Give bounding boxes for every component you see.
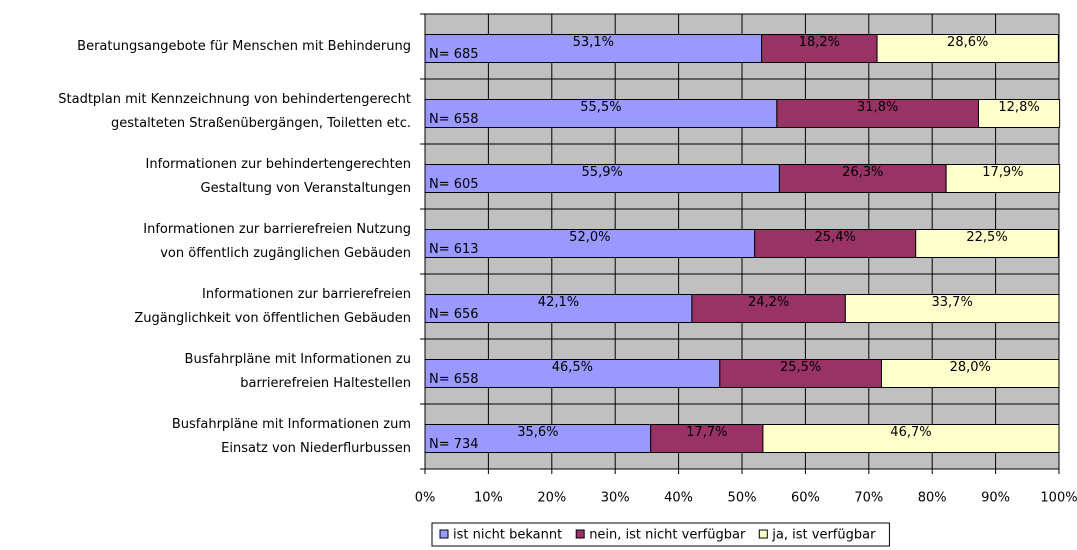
value-label: 53,1%: [573, 35, 614, 50]
legend-swatch: [439, 529, 449, 539]
value-label: 42,1%: [538, 295, 579, 310]
value-label: 17,9%: [982, 165, 1023, 180]
n-label: N= 656: [429, 307, 479, 322]
y-tick-label: Informationen zur behindertengerechten: [146, 157, 411, 172]
value-label: 25,5%: [780, 360, 821, 375]
value-label: 55,9%: [582, 165, 623, 180]
value-label: 33,7%: [932, 295, 973, 310]
bar-segment: [650, 424, 764, 453]
legend-box: [431, 522, 890, 547]
value-label: 25,4%: [815, 230, 856, 245]
value-label: 22,5%: [966, 230, 1007, 245]
bar-segment: [424, 34, 763, 63]
bar-segment: [691, 294, 846, 323]
y-tick-label: gestalteten Straßenübergängen, Toiletten…: [111, 116, 411, 131]
bar-segment: [880, 359, 1060, 388]
y-tick-label: von öffentlich zugänglichen Gebäuden: [160, 246, 411, 261]
y-tick-label: Informationen zur barrierefreien: [202, 287, 411, 302]
x-tick-label: 10%: [474, 491, 503, 506]
y-tick-label: Beratungsangebote für Menschen mit Behin…: [77, 39, 411, 54]
value-label: 46,7%: [890, 425, 931, 440]
x-tick-label: 100%: [1040, 491, 1077, 506]
y-tick-label: Gestaltung von Veranstaltungen: [201, 181, 411, 196]
y-tick-label: Busfahrpläne mit Informationen zu: [185, 352, 411, 367]
value-label: 17,7%: [686, 425, 727, 440]
bar-segment: [754, 229, 917, 258]
x-tick-label: 90%: [981, 491, 1010, 506]
bar-segment: [844, 294, 1060, 323]
n-label: N= 685: [429, 47, 479, 62]
x-tick-label: 60%: [791, 491, 820, 506]
bar-segment: [778, 164, 947, 193]
x-tick-label: 40%: [664, 491, 693, 506]
y-tick-label: barrierefreien Haltestellen: [240, 376, 411, 391]
x-tick-label: 80%: [918, 491, 947, 506]
bar-segment: [424, 424, 652, 453]
value-label: 52,0%: [569, 230, 610, 245]
n-label: N= 605: [429, 177, 479, 192]
value-label: 55,5%: [580, 100, 621, 115]
x-tick-label: 20%: [537, 491, 566, 506]
x-tick-label: 70%: [854, 491, 883, 506]
value-label: 26,3%: [842, 165, 883, 180]
y-tick-label: Busfahrpläne mit Informationen zum: [172, 417, 411, 432]
legend-swatch: [575, 529, 585, 539]
x-tick-label: 50%: [728, 491, 757, 506]
y-tick-label: Informationen zur barrierefreien Nutzung: [143, 222, 411, 237]
bar-segment: [915, 229, 1059, 258]
value-label: 28,0%: [950, 360, 991, 375]
value-label: 46,5%: [552, 360, 593, 375]
bar-segment: [424, 359, 721, 388]
x-tick-label: 0%: [415, 491, 436, 506]
bar-segment: [761, 34, 878, 63]
bar-segment: [977, 99, 1061, 128]
legend-label: ist nicht bekannt: [453, 528, 562, 543]
n-label: N= 658: [429, 112, 479, 127]
bar-segment: [719, 359, 882, 388]
bar-segment: [776, 99, 979, 128]
legend-label: ja, ist verfügbar: [771, 528, 876, 543]
y-tick-label: Einsatz von Niederflurbussen: [221, 441, 411, 456]
x-tick-label: 30%: [601, 491, 630, 506]
bar-segment: [424, 164, 780, 193]
value-label: 12,8%: [998, 100, 1039, 115]
bar-segment: [424, 294, 693, 323]
legend-swatch: [758, 529, 768, 539]
value-label: 31,8%: [857, 100, 898, 115]
bar-segment: [762, 424, 1060, 453]
n-label: N= 613: [429, 242, 479, 257]
bar-segment: [424, 229, 756, 258]
value-label: 24,2%: [748, 295, 789, 310]
y-tick-label: Zugänglichkeit von öffentlichen Gebäuden: [134, 311, 411, 326]
bar-segment: [876, 34, 1059, 63]
n-label: N= 734: [429, 437, 479, 452]
value-label: 28,6%: [947, 35, 988, 50]
legend-label: nein, ist nicht verfügbar: [589, 528, 746, 543]
y-tick-label: Stadtplan mit Kennzeichnung von behinder…: [58, 92, 411, 107]
bar-segment: [945, 164, 1061, 193]
value-label: 18,2%: [799, 35, 840, 50]
value-label: 35,6%: [517, 425, 558, 440]
n-label: N= 658: [429, 372, 479, 387]
